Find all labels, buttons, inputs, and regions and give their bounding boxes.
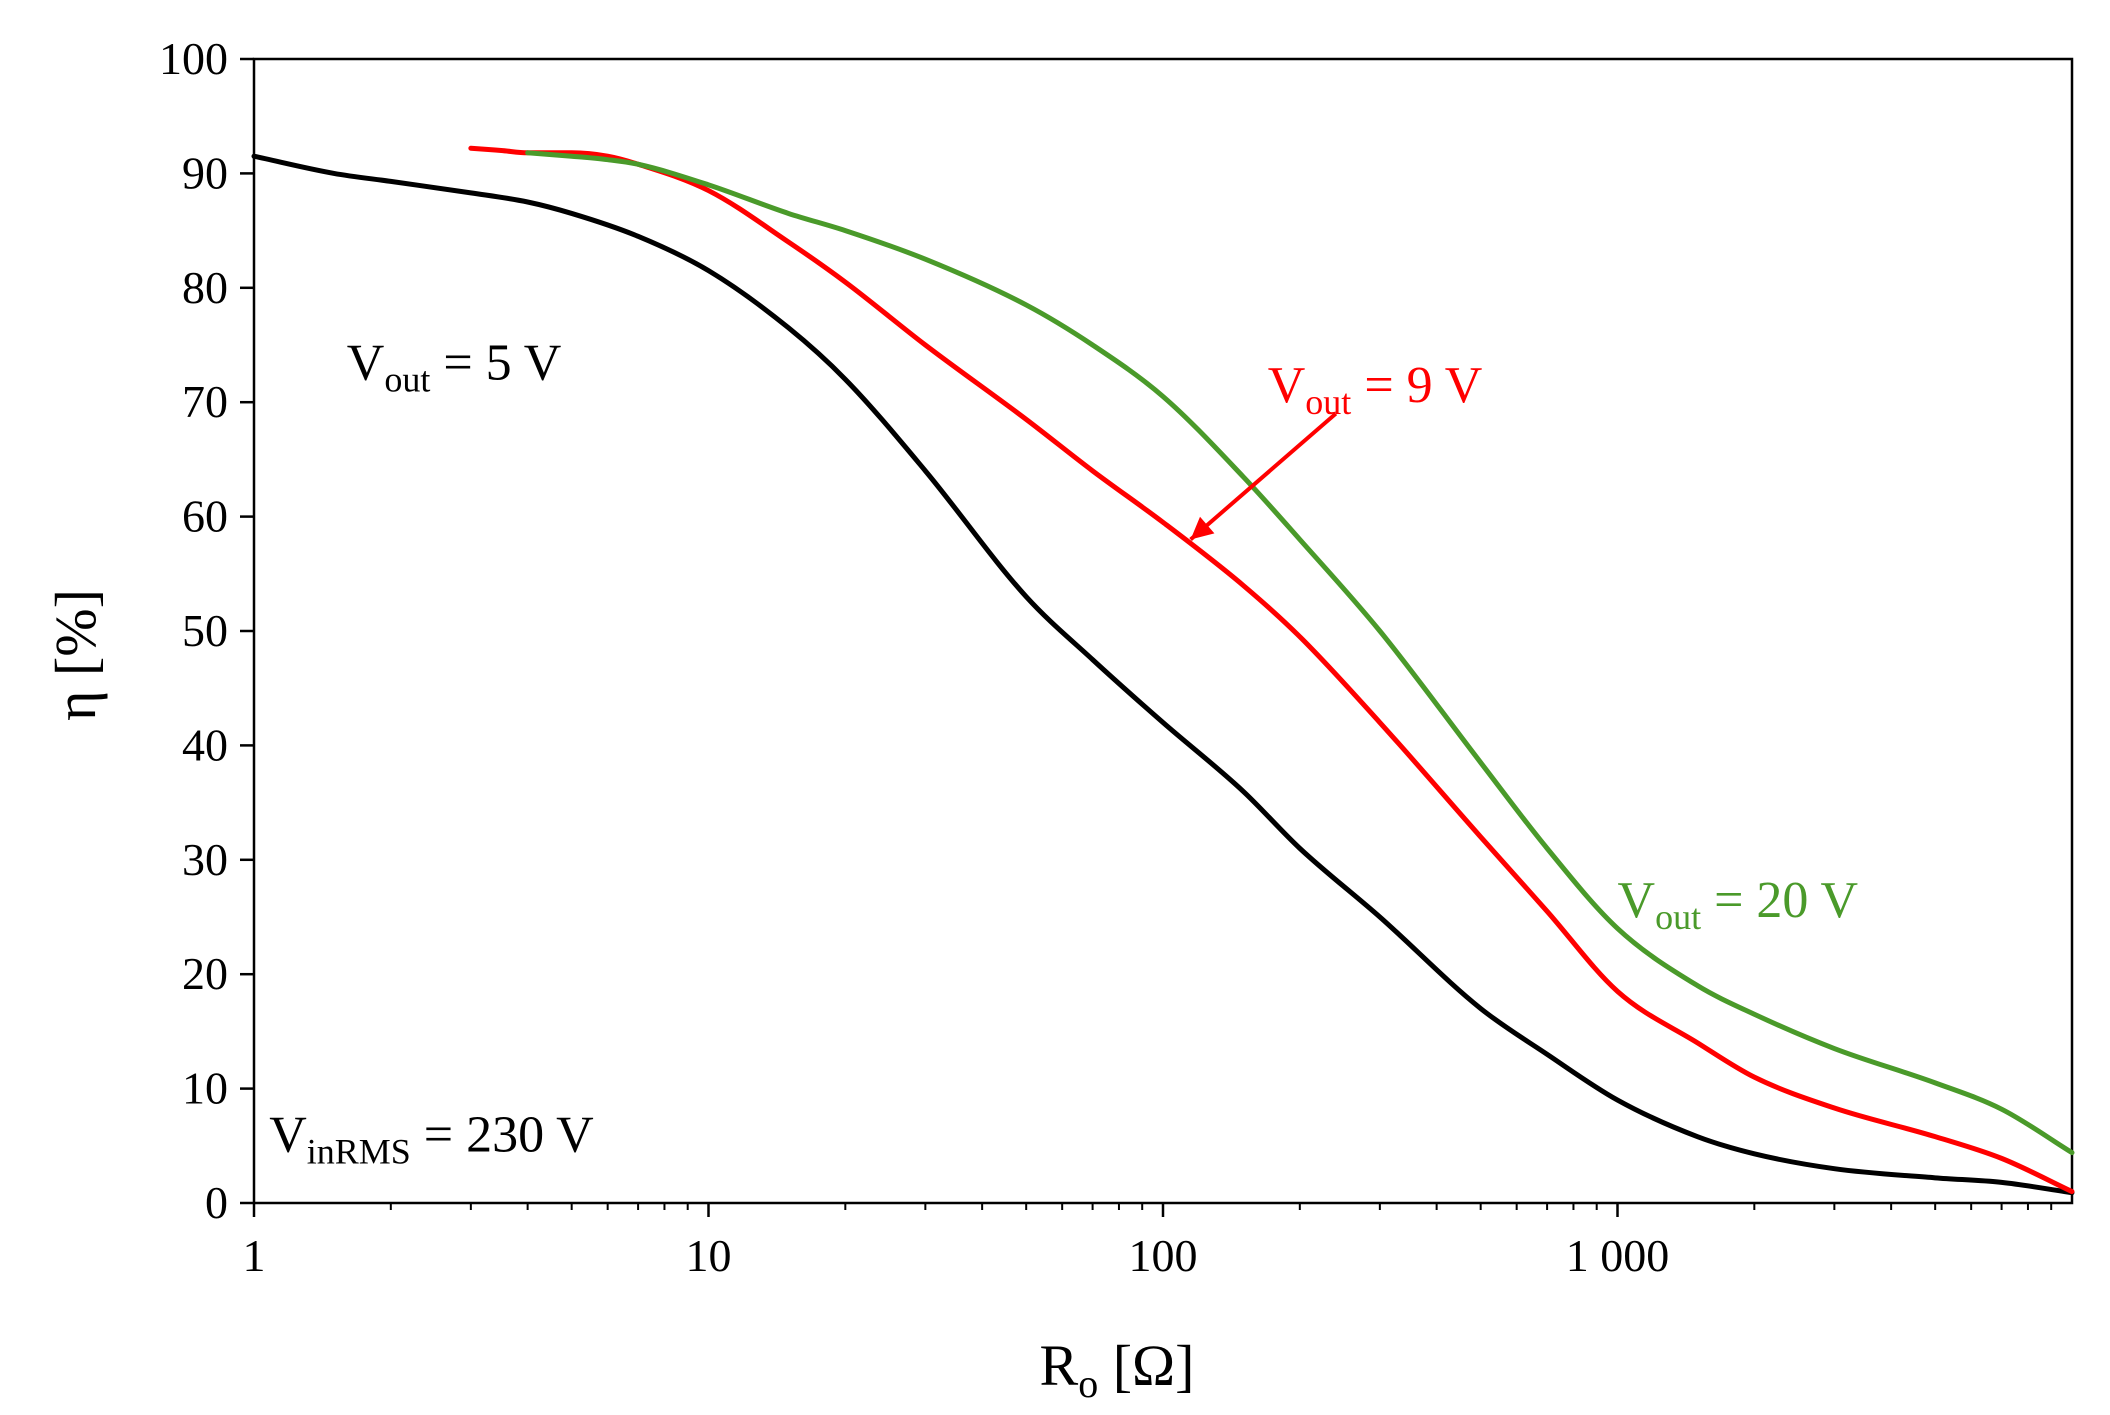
- annotation-arrow-head: [1190, 516, 1215, 540]
- y-tick-label: 70: [182, 376, 228, 427]
- annotation-subscript: inRMS: [307, 1132, 411, 1172]
- annotation-subscript: out: [1305, 382, 1351, 422]
- y-axis-ticks: 0 10 20 30 40 50 60 70 80 90 100: [159, 33, 254, 1228]
- annotation-rest: = 20 V: [1701, 872, 1858, 929]
- annotation-subscript: out: [1655, 897, 1701, 937]
- x-tick-label: 100: [1129, 1230, 1198, 1281]
- y-tick-label: 30: [182, 834, 228, 885]
- annotation-main: V: [1618, 872, 1656, 929]
- annotation-label: VinRMS = 230 V: [269, 1107, 594, 1172]
- annotation-label: Vout = 9 V: [1268, 357, 1483, 422]
- y-tick-label: 40: [182, 719, 228, 770]
- y-tick-label: 50: [182, 605, 228, 656]
- y-axis-label: η [%]: [43, 589, 108, 721]
- y-tick-label: 0: [205, 1177, 228, 1228]
- y-tick-label: 60: [182, 491, 228, 542]
- x-axis-label: Ro [Ω]: [1040, 1333, 1195, 1406]
- annotation-subscript: out: [384, 359, 430, 399]
- annotation-arrow-shaft: [1189, 412, 1338, 541]
- annotation-main: V: [269, 1107, 307, 1164]
- series-layer: [251, 145, 2075, 1196]
- y-tick-label: 80: [182, 262, 228, 313]
- annotation-rest: = 9 V: [1351, 357, 1482, 414]
- x-tick-label: 1 000: [1566, 1230, 1670, 1281]
- y-tick-label: 10: [182, 1063, 228, 1114]
- annotation-label: Vout = 5 V: [347, 334, 562, 399]
- x-tick-label: 1: [243, 1230, 266, 1281]
- y-tick-label: 90: [182, 147, 228, 198]
- y-tick-label: 20: [182, 948, 228, 999]
- series-line-vout-20-v: [525, 150, 2075, 1156]
- x-axis-label-main: R: [1040, 1333, 1079, 1398]
- y-tick-label: 100: [159, 33, 228, 84]
- annotation-rest: = 230 V: [411, 1107, 594, 1164]
- x-axis-ticks: 1 10 100 1 000: [243, 1203, 2053, 1281]
- x-tick-label: 10: [686, 1230, 732, 1281]
- annotation-main: V: [347, 334, 385, 391]
- x-axis-label-rest: [Ω]: [1098, 1333, 1194, 1398]
- annotation-label: Vout = 20 V: [1618, 872, 1859, 937]
- annotation-rest: = 5 V: [430, 334, 561, 391]
- series-line-vout-5-v: [251, 153, 2075, 1196]
- annotation-main: V: [1268, 357, 1306, 414]
- x-axis-label-subscript: o: [1078, 1361, 1098, 1406]
